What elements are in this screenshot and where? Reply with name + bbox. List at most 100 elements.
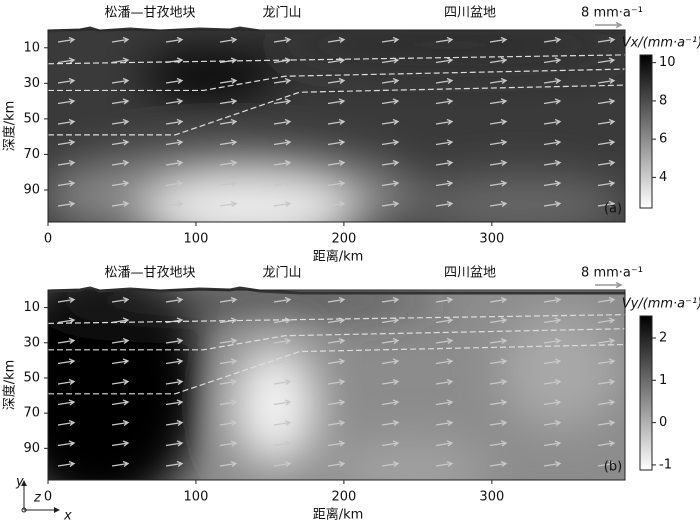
velocity-arrow <box>111 358 130 365</box>
field-a <box>48 30 625 222</box>
velocity-arrow <box>327 358 346 365</box>
velocity-arrow <box>381 358 400 365</box>
boundary-line <box>48 328 626 351</box>
velocity-arrow <box>597 358 616 365</box>
region-label: 四川盆地 <box>444 266 496 281</box>
colorbar-label: Vy/(mm·a⁻¹) <box>622 297 700 312</box>
velocity-arrow <box>543 317 562 324</box>
velocity-arrow <box>435 419 454 427</box>
velocity-arrow <box>543 98 562 105</box>
velocity-arrow <box>597 200 616 208</box>
velocity-arrow <box>57 378 76 386</box>
velocity-arrow <box>597 36 616 44</box>
colorbar-tick-label: 8 <box>659 93 667 108</box>
velocity-arrow <box>219 440 238 447</box>
velocity-arrow <box>57 317 76 324</box>
velocity-arrow <box>435 358 454 365</box>
velocity-arrow <box>435 98 454 105</box>
y-tick-label: 70 <box>23 406 40 421</box>
boundary-line <box>47 314 626 325</box>
x-tick-label: 0 <box>44 490 52 505</box>
velocity-arrow <box>489 419 508 427</box>
x-tick-label: 0 <box>44 232 52 247</box>
velocity-arrow <box>111 36 130 44</box>
velocity-arrow <box>597 77 616 85</box>
velocity-arrow <box>543 460 562 468</box>
velocity-arrow <box>273 98 292 105</box>
velocity-arrow <box>165 118 184 126</box>
velocity-arrow <box>381 139 400 146</box>
velocity-arrow <box>165 419 184 427</box>
velocity-arrow <box>543 296 562 304</box>
velocity-arrow <box>489 358 508 365</box>
colorbar-tick-label: 1 <box>659 373 667 388</box>
velocity-arrow <box>57 460 76 468</box>
velocity-arrow <box>381 337 400 345</box>
y-tick-label: 90 <box>23 441 40 456</box>
velocity-arrow <box>219 358 238 365</box>
panel-label: (a) <box>604 202 622 217</box>
velocity-arrow <box>273 440 292 447</box>
velocity-arrow <box>435 200 454 208</box>
velocity-arrow <box>489 36 508 44</box>
velocity-arrow <box>273 159 292 167</box>
velocity-arrow <box>165 180 184 187</box>
velocity-arrow <box>219 378 238 386</box>
y-tick-label: 50 <box>23 111 40 126</box>
velocity-arrow <box>327 296 346 304</box>
velocity-arrow <box>111 118 130 126</box>
velocity-arrow <box>111 460 130 468</box>
velocity-arrow <box>57 337 76 345</box>
velocity-arrow <box>327 399 346 406</box>
velocity-arrow <box>597 378 616 386</box>
velocity-arrow <box>219 77 238 85</box>
y-tick-label: 30 <box>23 76 40 91</box>
velocity-arrow <box>435 440 454 447</box>
velocity-arrow <box>327 118 346 126</box>
velocity-arrow <box>489 460 508 468</box>
velocity-arrow <box>273 200 292 208</box>
velocity-arrow <box>273 296 292 304</box>
velocity-arrow <box>435 317 454 324</box>
velocity-arrow <box>435 36 454 44</box>
velocity-arrow <box>597 317 616 324</box>
velocity-arrow <box>165 36 184 44</box>
velocity-arrow <box>57 180 76 187</box>
velocity-arrow <box>57 118 76 126</box>
velocity-arrow <box>219 118 238 126</box>
velocity-arrow <box>597 159 616 167</box>
velocity-arrow <box>327 57 346 64</box>
y-tick-label: 10 <box>23 40 40 55</box>
velocity-arrow <box>111 77 130 85</box>
velocity-arrow <box>111 399 130 406</box>
x-axis-label: 距离/km <box>313 507 364 523</box>
velocity-arrow <box>165 378 184 386</box>
velocity-arrow <box>111 440 130 447</box>
velocity-arrow <box>219 399 238 406</box>
velocity-arrow <box>273 36 292 44</box>
velocity-arrow <box>381 378 400 386</box>
velocity-arrow <box>489 180 508 187</box>
velocity-arrow <box>543 399 562 406</box>
velocity-arrow <box>57 399 76 406</box>
velocity-arrow <box>219 180 238 187</box>
velocity-arrow <box>165 460 184 468</box>
velocity-arrow <box>327 139 346 146</box>
velocity-arrow <box>57 36 76 44</box>
velocity-arrow <box>597 399 616 406</box>
velocity-arrow <box>489 440 508 447</box>
velocity-arrow <box>543 440 562 447</box>
velocity-arrow <box>543 77 562 85</box>
region-label: 松潘—甘孜地块 <box>104 266 195 281</box>
velocity-arrow <box>435 77 454 85</box>
velocity-arrow <box>327 180 346 187</box>
panel-label: (b) <box>604 460 622 475</box>
colorbar-tick-label: 0 <box>659 415 667 430</box>
velocity-arrow <box>543 180 562 187</box>
boundary-line <box>48 68 626 92</box>
velocity-arrow <box>327 159 346 167</box>
axis-x: x <box>63 509 72 524</box>
velocity-arrow <box>435 180 454 187</box>
velocity-arrow <box>273 378 292 386</box>
